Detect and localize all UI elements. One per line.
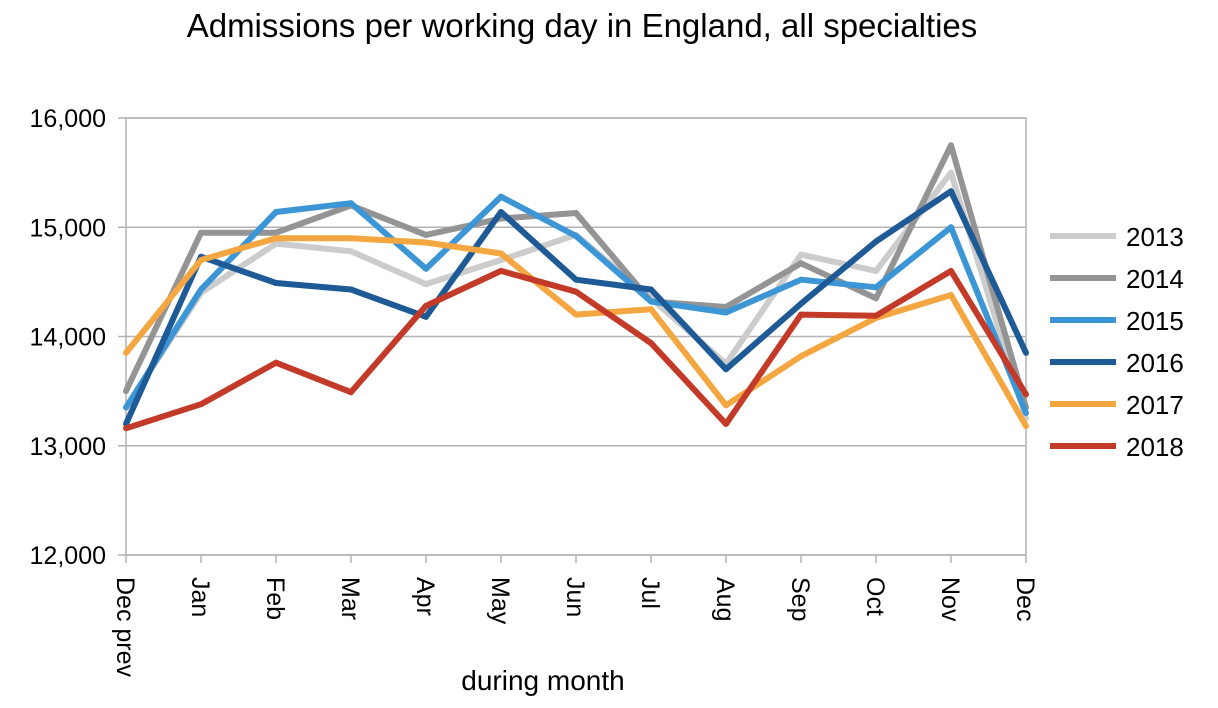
data-point-2015 bbox=[723, 309, 729, 316]
data-point-2017 bbox=[948, 291, 954, 298]
data-point-2013 bbox=[423, 281, 429, 288]
x-tick-label: Nov bbox=[936, 577, 964, 622]
data-point-2018 bbox=[273, 359, 279, 366]
x-tick-label: Mar bbox=[336, 577, 364, 620]
data-point-2015 bbox=[198, 286, 204, 293]
x-axis-tick-labels: Dec prev Jan Feb Mar Apr May Jun Jul Aug Sep Oct No… bbox=[111, 577, 1039, 678]
data-point-2017 bbox=[198, 257, 204, 264]
data-point-2015 bbox=[873, 284, 879, 291]
data-point-2017 bbox=[573, 311, 579, 318]
data-point-2015 bbox=[948, 224, 954, 231]
legend-label: 2013 bbox=[1126, 222, 1184, 252]
data-point-2014 bbox=[423, 231, 429, 238]
data-point-2015 bbox=[498, 193, 504, 200]
legend-label: 2016 bbox=[1126, 348, 1184, 378]
x-tick-label: Aug bbox=[711, 577, 739, 621]
data-point-2017 bbox=[348, 235, 354, 242]
x-tick-label: Apr bbox=[411, 577, 439, 616]
data-point-2016 bbox=[348, 286, 354, 293]
data-point-2018 bbox=[648, 340, 654, 347]
data-point-2018 bbox=[348, 389, 354, 396]
data-point-2013 bbox=[873, 267, 879, 274]
data-point-2014 bbox=[123, 388, 129, 395]
data-point-2017 bbox=[798, 353, 804, 360]
data-point-2017 bbox=[123, 349, 129, 356]
data-point-2014 bbox=[798, 260, 804, 267]
data-point-2015 bbox=[798, 276, 804, 283]
data-point-2015 bbox=[123, 404, 129, 411]
data-point-2013 bbox=[948, 169, 954, 176]
legend-label: 2017 bbox=[1126, 390, 1184, 420]
data-point-2018 bbox=[1023, 391, 1029, 398]
legend-label: 2018 bbox=[1126, 432, 1184, 462]
data-point-2016 bbox=[1023, 349, 1029, 356]
data-point-2016 bbox=[648, 286, 654, 293]
y-tick-label: 16,000 bbox=[30, 105, 106, 133]
data-point-2016 bbox=[573, 276, 579, 283]
data-point-2018 bbox=[873, 312, 879, 319]
x-tick-label: Jun bbox=[561, 577, 589, 617]
data-point-2017 bbox=[273, 235, 279, 242]
data-point-2013 bbox=[273, 240, 279, 247]
data-point-2014 bbox=[273, 229, 279, 236]
x-tick-label: Dec prev bbox=[111, 577, 139, 678]
data-point-2018 bbox=[498, 267, 504, 274]
data-point-2016 bbox=[798, 300, 804, 307]
data-point-2017 bbox=[1023, 423, 1029, 430]
data-point-2015 bbox=[1023, 409, 1029, 416]
data-point-2016 bbox=[423, 313, 429, 320]
data-point-2014 bbox=[723, 304, 729, 311]
data-point-2018 bbox=[423, 302, 429, 309]
legend-label: 2014 bbox=[1126, 264, 1184, 294]
x-tick-label: May bbox=[486, 577, 514, 625]
data-point-2018 bbox=[198, 401, 204, 408]
series-line-2013 bbox=[123, 169, 1029, 420]
data-point-2018 bbox=[798, 311, 804, 318]
data-point-2016 bbox=[948, 188, 954, 195]
y-axis-tick-labels: 12,000 13,000 14,000 15,000 16,000 bbox=[30, 105, 106, 570]
data-point-2017 bbox=[423, 239, 429, 246]
data-point-2018 bbox=[123, 425, 129, 432]
data-point-2018 bbox=[573, 288, 579, 295]
data-point-2015 bbox=[423, 265, 429, 272]
data-point-2014 bbox=[873, 295, 879, 302]
x-tick-label: Oct bbox=[861, 577, 889, 616]
y-tick-label: 12,000 bbox=[30, 542, 106, 570]
x-axis-label: during month bbox=[461, 665, 624, 696]
data-point-2018 bbox=[723, 420, 729, 427]
data-point-2014 bbox=[948, 142, 954, 149]
plot-area-frame bbox=[125, 117, 1027, 556]
data-point-2017 bbox=[498, 250, 504, 257]
data-point-2016 bbox=[498, 208, 504, 215]
data-point-2013 bbox=[348, 248, 354, 255]
data-point-2014 bbox=[198, 229, 204, 236]
x-tick-label: Sep bbox=[786, 577, 814, 621]
y-tick-label: 13,000 bbox=[30, 433, 106, 461]
y-tick-label: 14,000 bbox=[30, 324, 106, 352]
grid bbox=[118, 117, 1027, 563]
data-point-2015 bbox=[348, 200, 354, 207]
legend-label: 2015 bbox=[1126, 306, 1184, 336]
y-tick-label: 15,000 bbox=[30, 214, 106, 242]
data-point-2015 bbox=[573, 232, 579, 239]
series-lines bbox=[123, 142, 1029, 432]
data-point-2014 bbox=[573, 210, 579, 217]
data-point-2013 bbox=[798, 251, 804, 258]
chart-title: Admissions per working day in England, a… bbox=[187, 7, 978, 44]
data-point-2015 bbox=[648, 298, 654, 305]
data-point-2016 bbox=[723, 366, 729, 373]
x-tick-label: Feb bbox=[261, 577, 289, 620]
x-tick-label: Jul bbox=[636, 577, 664, 609]
x-tick-label: Dec bbox=[1011, 577, 1039, 621]
data-point-2015 bbox=[273, 208, 279, 215]
x-tick-label: Jan bbox=[186, 577, 214, 617]
data-point-2016 bbox=[873, 238, 879, 245]
data-point-2017 bbox=[648, 306, 654, 313]
legend: 2013 2014 2015 2016 2017 2018 bbox=[1050, 222, 1184, 462]
data-point-2016 bbox=[273, 279, 279, 286]
data-point-2018 bbox=[948, 267, 954, 274]
data-point-2017 bbox=[723, 402, 729, 409]
